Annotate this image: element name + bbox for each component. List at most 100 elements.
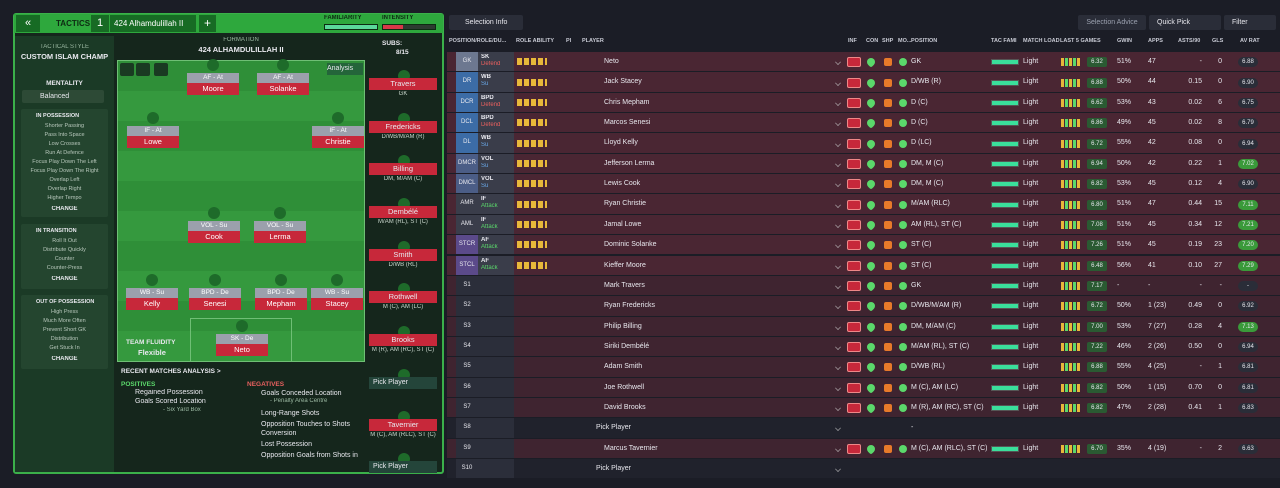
player-box[interactable]: Solanke <box>257 83 309 95</box>
column-header[interactable]: CON <box>866 38 879 44</box>
player-box[interactable]: Lowe <box>127 136 179 148</box>
filter[interactable]: Filter <box>1224 15 1276 30</box>
player-name[interactable]: Pick Player <box>596 424 632 432</box>
player-name[interactable]: Ryan Christie <box>604 200 647 208</box>
player-name[interactable]: Siriki Dembélé <box>604 342 650 350</box>
player-box[interactable]: Senesi <box>189 298 241 310</box>
role-box[interactable]: BPD - De <box>189 288 241 298</box>
column-header[interactable]: ASTS/90 <box>1178 38 1201 44</box>
bench-player[interactable]: Rothwell <box>369 291 437 303</box>
player-box[interactable]: Kelly <box>126 298 178 310</box>
column-header[interactable]: GWIN <box>1117 38 1132 44</box>
column-header[interactable]: INF <box>848 38 857 44</box>
player-box[interactable]: Neto <box>216 344 268 356</box>
role[interactable]: WB <box>481 135 491 142</box>
role[interactable]: VOL <box>481 155 494 162</box>
player-name[interactable]: Lloyd Kelly <box>604 139 638 147</box>
change-button[interactable]: CHANGE <box>51 206 78 212</box>
column-header[interactable]: POSITION/ROLE/DU... <box>449 38 507 44</box>
bench-player[interactable]: Dembélé <box>369 206 437 218</box>
column-header[interactable]: AV RAT <box>1240 38 1260 44</box>
column-header[interactable]: APPS <box>1148 38 1163 44</box>
role[interactable]: WB <box>481 74 491 81</box>
selection-info[interactable]: Selection Info <box>449 15 523 30</box>
analysis-title[interactable]: RECENT MATCHES ANALYSIS > <box>121 368 221 375</box>
player-name[interactable]: Mark Travers <box>604 281 645 289</box>
player-name[interactable]: Adam Smith <box>604 363 643 371</box>
player-box[interactable]: Cook <box>188 231 240 243</box>
player-name[interactable]: Chris Mepham <box>604 98 650 106</box>
bench-pick[interactable]: Pick Player <box>369 377 437 389</box>
player-box[interactable]: Lerma <box>254 231 306 243</box>
player-name[interactable]: Jack Stacey <box>604 78 642 86</box>
tactic-name[interactable]: 424 Alhamdulillah II <box>110 15 196 32</box>
player-name[interactable]: David Brooks <box>604 403 646 411</box>
column-header[interactable]: LAST 5 GAMES <box>1060 38 1101 44</box>
role[interactable]: IF <box>481 216 487 223</box>
player-name[interactable]: Lewis Cook <box>604 180 641 188</box>
role-box[interactable]: AF - At <box>257 73 309 83</box>
role[interactable]: VOL <box>481 176 494 183</box>
role-box[interactable]: IF - At <box>127 126 179 136</box>
bench-pick[interactable]: Pick Player <box>369 461 437 473</box>
quick-pick[interactable]: Quick Pick <box>1149 15 1221 30</box>
column-header[interactable]: POSITION <box>911 38 938 44</box>
role[interactable]: BPD <box>481 115 494 122</box>
column-header[interactable]: SHP <box>882 38 894 44</box>
change-button[interactable]: CHANGE <box>51 356 78 362</box>
column-header[interactable]: MATCH LOAD <box>1023 38 1060 44</box>
change-button[interactable]: CHANGE <box>51 276 78 282</box>
player-name[interactable]: Marcos Senesi <box>604 119 651 127</box>
role-box[interactable]: WB - Su <box>311 288 363 298</box>
role-box[interactable]: VOL - Su <box>254 221 306 231</box>
player-name[interactable]: Joe Rothwell <box>604 383 645 391</box>
player-name[interactable]: Jamal Lowe <box>604 220 642 228</box>
pitch-icon-button[interactable] <box>154 63 168 76</box>
bench-player[interactable]: Smith <box>369 249 437 261</box>
selection-advice[interactable]: Selection Advice <box>1078 15 1146 30</box>
player-name[interactable]: Neto <box>604 58 619 65</box>
column-header[interactable]: TAC FAMI <box>991 38 1017 44</box>
add-button[interactable]: + <box>199 15 216 32</box>
bench-player[interactable]: Fredericks <box>369 121 437 133</box>
column-header[interactable]: MO... <box>898 38 911 44</box>
player-name[interactable]: Jefferson Lerma <box>604 159 655 167</box>
column-header[interactable]: GLS <box>1212 38 1224 44</box>
role-box[interactable]: BPD - De <box>255 288 307 298</box>
column-header[interactable]: PLAYER <box>582 38 604 44</box>
player-name[interactable]: Dominic Solanke <box>604 241 657 249</box>
role-box[interactable]: SK - De <box>216 334 268 344</box>
formation[interactable]: 424 ALHAMDULILLAH II <box>198 45 284 54</box>
pitch-icon-button[interactable] <box>120 63 134 76</box>
column-header[interactable]: PI <box>566 38 572 44</box>
bench-player[interactable]: Tavernier <box>369 419 437 431</box>
player-name[interactable]: Philip Billing <box>604 322 642 330</box>
back-button[interactable]: « <box>16 15 40 32</box>
column-header[interactable]: ROLE ABILITY <box>516 38 554 44</box>
player-name[interactable]: Marcus Tavernier <box>604 444 658 452</box>
player-box[interactable]: Moore <box>187 83 239 95</box>
role-box[interactable]: VOL - Su <box>188 221 240 231</box>
role[interactable]: AF <box>481 257 489 264</box>
role-cell <box>478 133 514 153</box>
form-bar <box>1065 58 1068 67</box>
bench-player[interactable]: Billing <box>369 163 437 175</box>
role-box[interactable]: AF - At <box>187 73 239 83</box>
analysis-button[interactable]: Analysis <box>327 63 363 75</box>
bench-player[interactable]: Brooks <box>369 334 437 346</box>
player-box[interactable]: Stacey <box>311 298 363 310</box>
role[interactable]: AF <box>481 237 489 244</box>
mentality[interactable]: Balanced <box>22 90 104 103</box>
role-box[interactable]: IF - At <box>312 126 364 136</box>
player-name[interactable]: Kieffer Moore <box>604 261 646 269</box>
pitch-icon-button[interactable] <box>136 63 150 76</box>
player-name[interactable]: Ryan Fredericks <box>604 302 655 310</box>
role[interactable]: IF <box>481 196 487 203</box>
role[interactable]: BPD <box>481 94 494 101</box>
player-box[interactable]: Christie <box>312 136 364 148</box>
role[interactable]: SK <box>481 54 490 60</box>
role-box[interactable]: WB - Su <box>126 288 178 298</box>
player-box[interactable]: Mepham <box>255 298 307 310</box>
player-name[interactable]: Pick Player <box>596 465 632 472</box>
bench-player[interactable]: Travers <box>369 78 437 90</box>
